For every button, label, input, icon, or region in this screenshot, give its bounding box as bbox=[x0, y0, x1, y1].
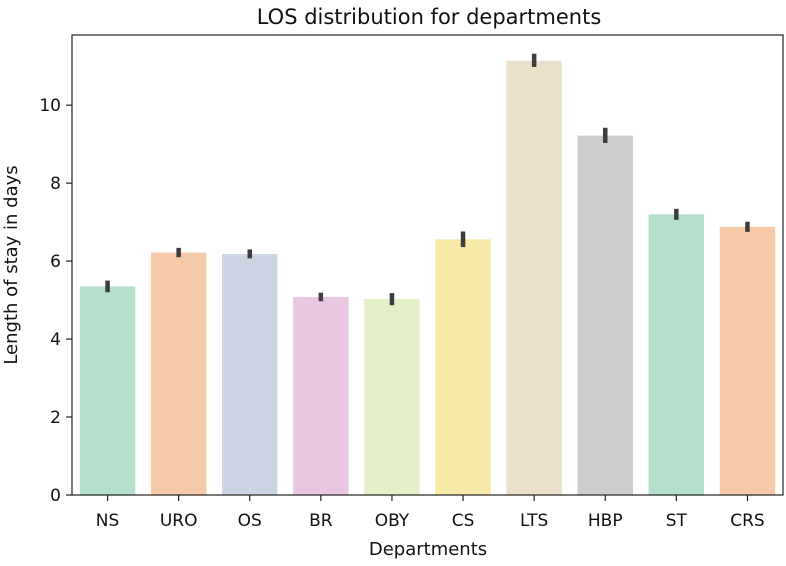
y-tick-label-8: 8 bbox=[50, 174, 61, 194]
bars-group bbox=[79, 60, 776, 496]
x-tick-label-lts: LTS bbox=[520, 511, 548, 531]
y-axis: 0 2 4 6 8 10 bbox=[39, 96, 72, 506]
x-tick-label-ns: NS bbox=[96, 511, 120, 531]
y-tick-label-4: 4 bbox=[50, 330, 61, 350]
bar-uro bbox=[150, 252, 207, 495]
bar-crs bbox=[719, 226, 776, 496]
bar-br bbox=[293, 296, 349, 495]
y-tick-label-0: 0 bbox=[50, 486, 61, 506]
bar-st bbox=[648, 214, 705, 495]
plot-frame bbox=[71, 34, 784, 496]
bar-os bbox=[222, 254, 278, 495]
bar-oby bbox=[364, 298, 420, 495]
y-tick-label-2: 2 bbox=[50, 408, 61, 428]
y-tick-label-10: 10 bbox=[39, 96, 61, 116]
x-tick-label-cs: CS bbox=[452, 511, 475, 531]
bar-cs bbox=[435, 239, 491, 495]
x-tick-label-br: BR bbox=[309, 511, 333, 531]
bar-ns bbox=[79, 286, 136, 495]
bar-lts bbox=[506, 60, 562, 495]
chart-title: LOS distribution for departments bbox=[257, 5, 602, 29]
x-tick-label-st: ST bbox=[666, 511, 688, 531]
y-axis-title: Length of stay in days bbox=[1, 165, 22, 364]
x-tick-label-uro: URO bbox=[160, 511, 198, 531]
x-tick-label-hbp: HBP bbox=[588, 511, 623, 531]
x-axis: NS URO OS BR OBY CS LTS HBP ST CRS bbox=[96, 495, 765, 531]
x-tick-label-oby: OBY bbox=[375, 511, 410, 531]
y-tick-label-6: 6 bbox=[50, 252, 61, 272]
x-tick-label-crs: CRS bbox=[730, 511, 764, 531]
x-axis-title: Departments bbox=[369, 539, 487, 560]
error-bars-group bbox=[105, 53, 750, 306]
x-tick-label-os: OS bbox=[238, 511, 262, 531]
bar-hbp bbox=[577, 135, 633, 495]
